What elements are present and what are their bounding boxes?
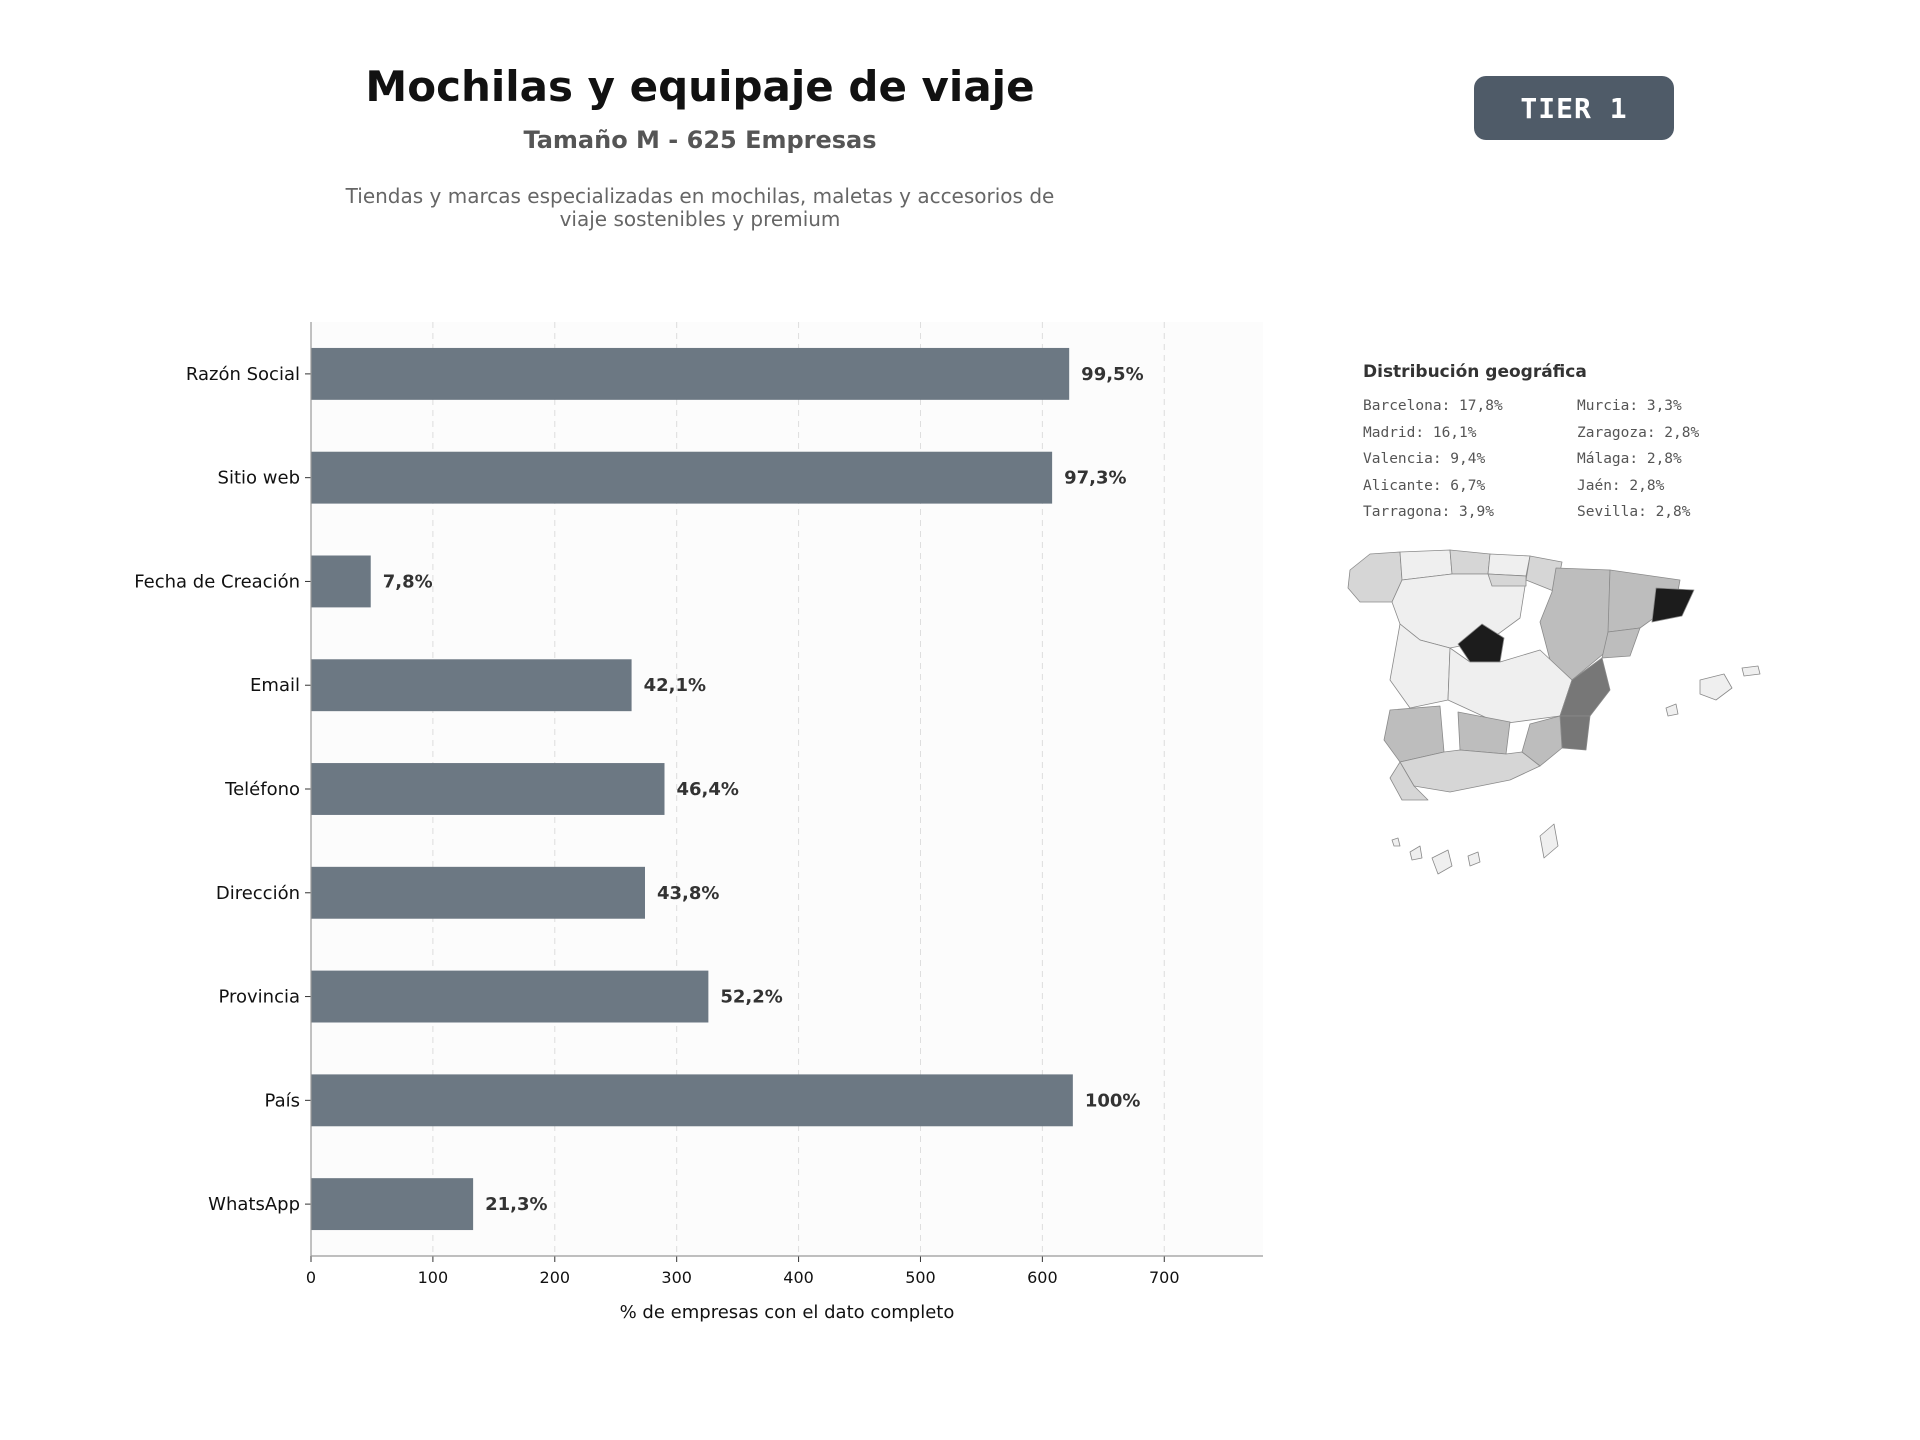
x-tick-label: 500 (905, 1268, 936, 1287)
category-label: País (265, 1090, 300, 1111)
x-tick-label: 0 (306, 1268, 316, 1287)
x-tick-label: 400 (783, 1268, 814, 1287)
bar-chart: 0 100 200 300 400 500 600 700 Razón Social 99,5% S… (134, 322, 1263, 1323)
page-description: Tiendas y marcas especializadas en mochi… (330, 185, 1070, 231)
data-label: 46,4% (676, 779, 738, 800)
page-subtitle: Tamaño M - 625 Empresas (523, 126, 877, 154)
region-canarias-4 (1409, 845, 1423, 861)
bar (311, 555, 371, 608)
bar (311, 866, 645, 919)
region-alicante (1559, 715, 1591, 751)
x-tick-label: 200 (540, 1268, 571, 1287)
region-murcia (1521, 715, 1563, 767)
geo-entry: Sevilla: 2,8% (1577, 504, 1691, 520)
geo-entry: Madrid: 16,1% (1363, 424, 1477, 441)
category-label: Razón Social (186, 364, 300, 385)
geo-entry: Valencia: 9,4% (1363, 451, 1486, 467)
geo-entry: Tarragona: 3,9% (1363, 504, 1494, 520)
bar (311, 763, 665, 815)
geo-distribution-title: Distribución geográfica (1363, 362, 1587, 382)
region-pais-vasco (1487, 553, 1531, 577)
bar (311, 970, 709, 1023)
data-label: 42,1% (644, 675, 706, 696)
data-label: 100% (1085, 1090, 1141, 1111)
x-tick-label: 300 (661, 1268, 692, 1287)
data-label: 99,5% (1081, 364, 1143, 385)
region-malaga-granada (1399, 749, 1541, 793)
region-baleares (1699, 673, 1733, 701)
region-sevilla (1383, 705, 1445, 763)
region-valencia (1559, 657, 1611, 717)
category-label: Dirección (216, 883, 300, 904)
region-rioja (1487, 573, 1527, 587)
region-ibiza (1665, 703, 1679, 717)
region-canarias-1 (1431, 849, 1453, 875)
category-label: Sitio web (218, 468, 300, 489)
region-canarias-3 (1539, 823, 1559, 859)
tier-badge: TIER 1 (1474, 76, 1674, 140)
geo-entry: Alicante: 6,7% (1363, 477, 1486, 494)
x-tick-label: 600 (1027, 1268, 1058, 1287)
page-title: Mochilas y equipaje de viaje (365, 62, 1035, 111)
category-label: Email (250, 675, 300, 696)
bar (311, 1178, 474, 1231)
geo-entry: Jaén: 2,8% (1577, 477, 1665, 494)
geo-entry: Zaragoza: 2,8% (1577, 424, 1700, 441)
region-galicia (1347, 551, 1403, 603)
category-label: Provincia (218, 987, 300, 1008)
region-cantabria (1449, 549, 1491, 575)
region-barcelona (1651, 587, 1695, 623)
geo-entry: Barcelona: 17,8% (1363, 398, 1503, 414)
region-canarias-2 (1467, 851, 1481, 867)
bar (311, 1074, 1073, 1127)
data-label: 52,2% (720, 987, 782, 1008)
region-madrid (1457, 623, 1505, 663)
description-line: Tiendas y marcas especializadas en mochi… (345, 184, 1055, 208)
category-label: WhatsApp (208, 1194, 300, 1215)
data-label: 97,3% (1064, 468, 1126, 489)
data-label: 43,8% (657, 883, 719, 904)
region-tarragona (1601, 627, 1641, 659)
region-cadiz (1389, 761, 1429, 801)
bar (311, 347, 1070, 400)
description-line: viaje sostenibles y premium (559, 207, 841, 231)
x-axis-label: % de empresas con el dato completo (620, 1302, 955, 1323)
x-tick-label: 700 (1149, 1268, 1180, 1287)
data-label: 7,8% (383, 571, 433, 592)
geo-entry: Murcia: 3,3% (1577, 398, 1682, 414)
geo-entry: Málaga: 2,8% (1577, 451, 1682, 467)
spain-map (1347, 549, 1761, 875)
bar (311, 451, 1053, 504)
region-menorca (1741, 665, 1761, 677)
category-label: Fecha de Creación (134, 571, 300, 592)
x-tick-label: 100 (418, 1268, 449, 1287)
region-canarias-5 (1391, 837, 1401, 847)
bar (311, 659, 632, 712)
data-label: 21,3% (485, 1194, 547, 1215)
geo-distribution-list: Barcelona: 17,8% Murcia: 3,3% Madrid: 16… (1363, 398, 1763, 531)
category-label: Teléfono (224, 779, 300, 800)
